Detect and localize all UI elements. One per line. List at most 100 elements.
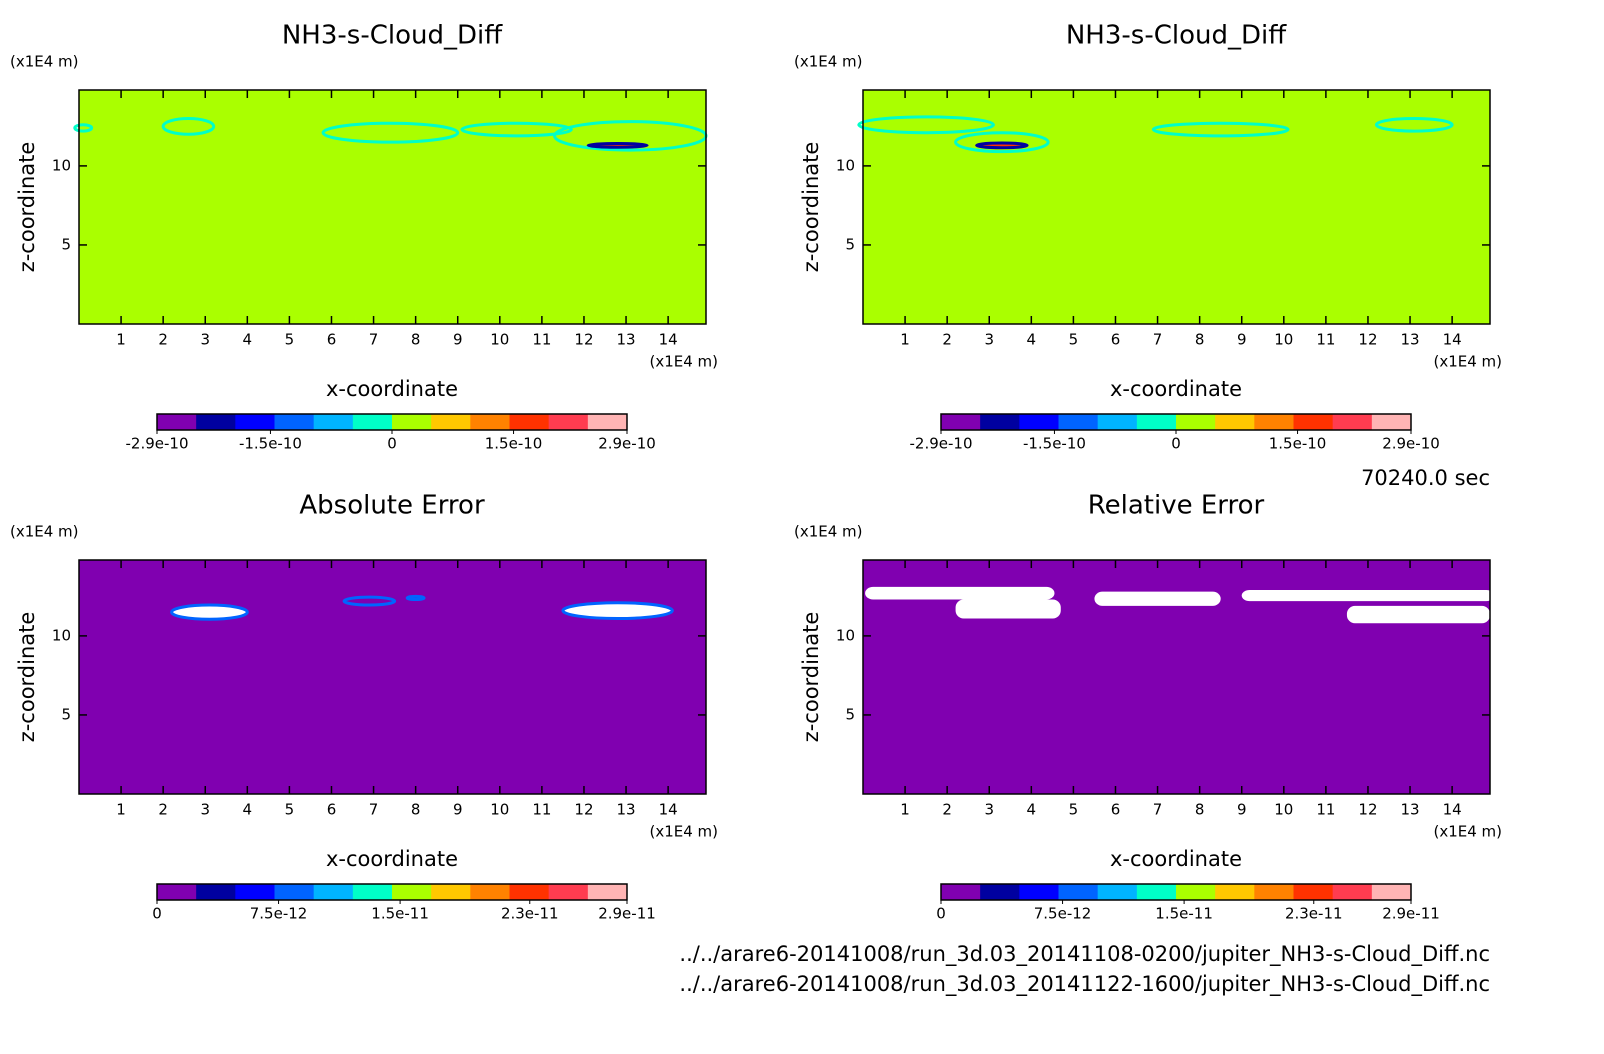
- colorbar-segment: [980, 884, 1020, 900]
- x-tick-label: 5: [285, 801, 295, 819]
- contour-region: [321, 121, 460, 144]
- contour-region: [1346, 605, 1490, 624]
- colorbar-segment: [941, 884, 981, 900]
- x-tick-label: 1: [116, 801, 126, 819]
- y-axis-label: z-coordinate: [799, 142, 823, 273]
- y-axis-label: z-coordinate: [799, 612, 823, 743]
- field: [79, 560, 706, 794]
- colorbar-label: 2.9e-11: [1382, 905, 1440, 923]
- colorbar-segment: [548, 414, 589, 430]
- colorbar-label: -1.5e-10: [1023, 435, 1086, 453]
- colorbar-segment: [1058, 884, 1099, 900]
- y-tick-label: 10: [52, 626, 71, 644]
- colorbar-segment: [1254, 884, 1294, 900]
- colorbar-label: -1.5e-10: [239, 435, 302, 453]
- colorbar-segment: [1332, 414, 1373, 430]
- contour-region: [460, 121, 573, 138]
- x-tick-label: 4: [243, 801, 253, 819]
- x-tick-label: 10: [490, 801, 509, 819]
- x-tick-label: 4: [243, 331, 253, 349]
- x-axis-label: x-coordinate: [1110, 847, 1242, 871]
- colorbar-segment: [431, 884, 471, 900]
- x-tick-label: 8: [1195, 331, 1205, 349]
- chart-title: Relative Error: [1088, 491, 1265, 521]
- colorbar-label: 1.5e-11: [1155, 905, 1213, 923]
- colorbar-label: 1.5e-10: [1269, 435, 1327, 453]
- x-tick-label: 11: [1316, 801, 1335, 819]
- colorbar-label: 2.3e-11: [501, 905, 559, 923]
- field: [79, 90, 706, 324]
- x-tick-label: 13: [617, 331, 636, 349]
- colorbar-segment: [1293, 884, 1334, 900]
- colorbar-segment: [1254, 414, 1294, 430]
- colorbar-segment: [509, 884, 550, 900]
- x-tick-label: 13: [617, 801, 636, 819]
- colorbar-label: 1.5e-11: [371, 905, 429, 923]
- x-tick-label: 12: [1358, 801, 1377, 819]
- x-tick-label: 1: [900, 801, 910, 819]
- x-tick-label: 14: [1443, 801, 1462, 819]
- colorbar-segment: [1019, 414, 1059, 430]
- plot-frame: [862, 559, 1491, 795]
- x-tick-label: 10: [1274, 331, 1293, 349]
- colorbar-segment: [1097, 884, 1138, 900]
- colorbar-segment: [1215, 414, 1255, 430]
- contour-region: [954, 131, 1050, 154]
- colorbar-segment: [1176, 884, 1216, 900]
- x-axis-label: x-coordinate: [326, 377, 458, 401]
- contour-region: [170, 603, 249, 621]
- contour-region: [405, 594, 426, 602]
- x-tick-label: 11: [532, 331, 551, 349]
- contour-region: [1094, 591, 1221, 606]
- contour-region: [1151, 121, 1290, 138]
- colorbar-segment: [274, 414, 315, 430]
- x-tick-label: 1: [116, 331, 126, 349]
- chart-title: NH3-s-Cloud_Diff: [282, 21, 503, 51]
- x-tick-label: 3: [984, 801, 994, 819]
- contour-region: [586, 141, 649, 149]
- panel: Absolute Error (x1E4 m) (x1E4 m) x-coordina…: [10, 491, 718, 923]
- colorbar-label: 0: [936, 905, 946, 923]
- y-tick-label: 10: [836, 156, 855, 174]
- colorbar-segment: [1019, 884, 1059, 900]
- x-tick-label: 2: [158, 801, 168, 819]
- x-tick-label: 5: [1069, 331, 1079, 349]
- contour-region: [73, 123, 94, 133]
- colorbar-segment: [196, 414, 236, 430]
- colorbar-label: 1.5e-10: [485, 435, 543, 453]
- x-tick-label: 3: [200, 801, 210, 819]
- colorbar-segment: [470, 884, 510, 900]
- x-tick-label: 2: [158, 331, 168, 349]
- colorbar-frame: [156, 883, 628, 901]
- contour-region: [865, 586, 1055, 600]
- x-tick-label: 13: [1401, 801, 1420, 819]
- colorbar-segment: [1058, 414, 1099, 430]
- x-unit: (x1E4 m): [1433, 353, 1502, 371]
- colorbar-segment: [352, 884, 393, 900]
- file-path: ../../arare6-20141008/run_3d.03_20141122…: [679, 972, 1490, 997]
- x-tick-label: 5: [1069, 801, 1079, 819]
- colorbar-label: 2.9e-10: [598, 435, 656, 453]
- colorbar-segment: [313, 414, 354, 430]
- x-axis-label: x-coordinate: [1110, 377, 1242, 401]
- colorbar-segment: [980, 414, 1020, 430]
- colorbar-label: 7.5e-12: [250, 905, 308, 923]
- x-tick-label: 14: [659, 331, 678, 349]
- chart-title: Absolute Error: [299, 491, 485, 521]
- colorbar-label: 0: [387, 435, 397, 453]
- y-tick-label: 10: [52, 156, 71, 174]
- colorbar-segment: [235, 884, 275, 900]
- colorbar-label: -2.9e-10: [910, 435, 973, 453]
- x-tick-label: 4: [1027, 801, 1037, 819]
- x-tick-label: 10: [1274, 801, 1293, 819]
- x-tick-label: 14: [1443, 331, 1462, 349]
- x-unit: (x1E4 m): [649, 353, 718, 371]
- colorbar-label: 0: [1171, 435, 1181, 453]
- x-tick-label: 11: [1316, 331, 1335, 349]
- x-tick-label: 1: [900, 331, 910, 349]
- contour-region: [161, 116, 216, 136]
- colorbar-segment: [196, 884, 236, 900]
- colorbar-label: 7.5e-12: [1034, 905, 1092, 923]
- colorbar-frame: [940, 883, 1412, 901]
- x-tick-label: 12: [574, 801, 593, 819]
